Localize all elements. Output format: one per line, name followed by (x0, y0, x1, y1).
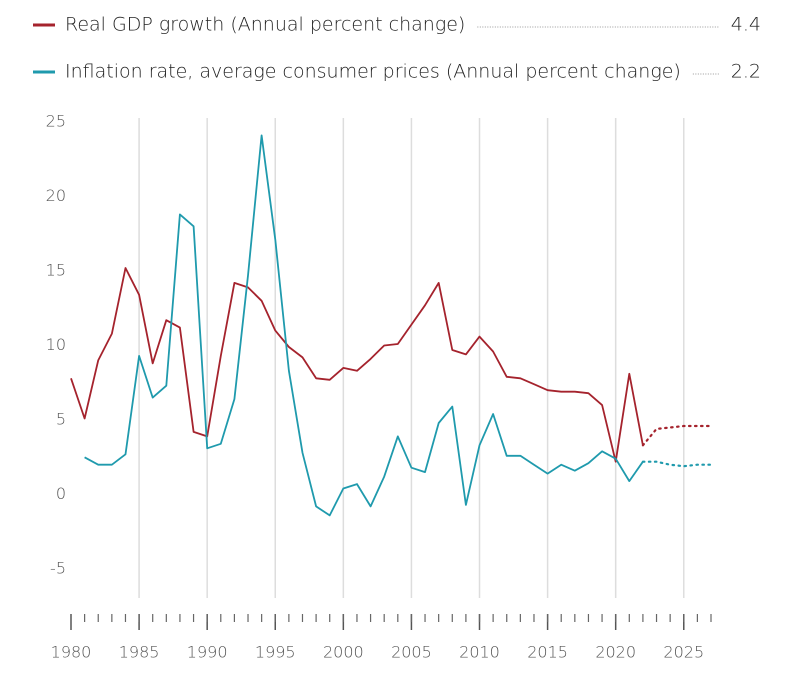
series-line (84, 134, 644, 517)
legend-label: Real GDP growth (Annual percent change) (65, 14, 465, 36)
y-tick-label: 10 (46, 335, 66, 354)
y-tick-label: -5 (50, 559, 66, 578)
legend-label: Inflation rate, average consumer prices … (65, 61, 681, 83)
y-tick-label: 25 (46, 112, 66, 131)
x-tick-label: 2020 (595, 643, 636, 662)
projection-line (641, 424, 713, 447)
x-tick-label: 2000 (323, 643, 364, 662)
x-tick-label: 2025 (663, 643, 704, 662)
x-tick-label: 1980 (51, 643, 92, 662)
x-tick-label: 1995 (255, 643, 296, 662)
y-tick-label: 5 (56, 410, 66, 429)
projection-line (641, 460, 713, 468)
x-tick-label: 1990 (187, 643, 228, 662)
legend-value: 4.4 (731, 14, 761, 36)
y-tick-label: 15 (46, 261, 66, 280)
x-tick-label: 1985 (119, 643, 160, 662)
y-tick-label: 20 (46, 186, 66, 205)
legend-value: 2.2 (731, 61, 761, 83)
x-tick-label: 2005 (391, 643, 432, 662)
x-tick-label: 2015 (527, 643, 568, 662)
x-tick-label: 2010 (459, 643, 500, 662)
y-tick-label: 0 (56, 484, 66, 503)
series-line (70, 267, 644, 463)
